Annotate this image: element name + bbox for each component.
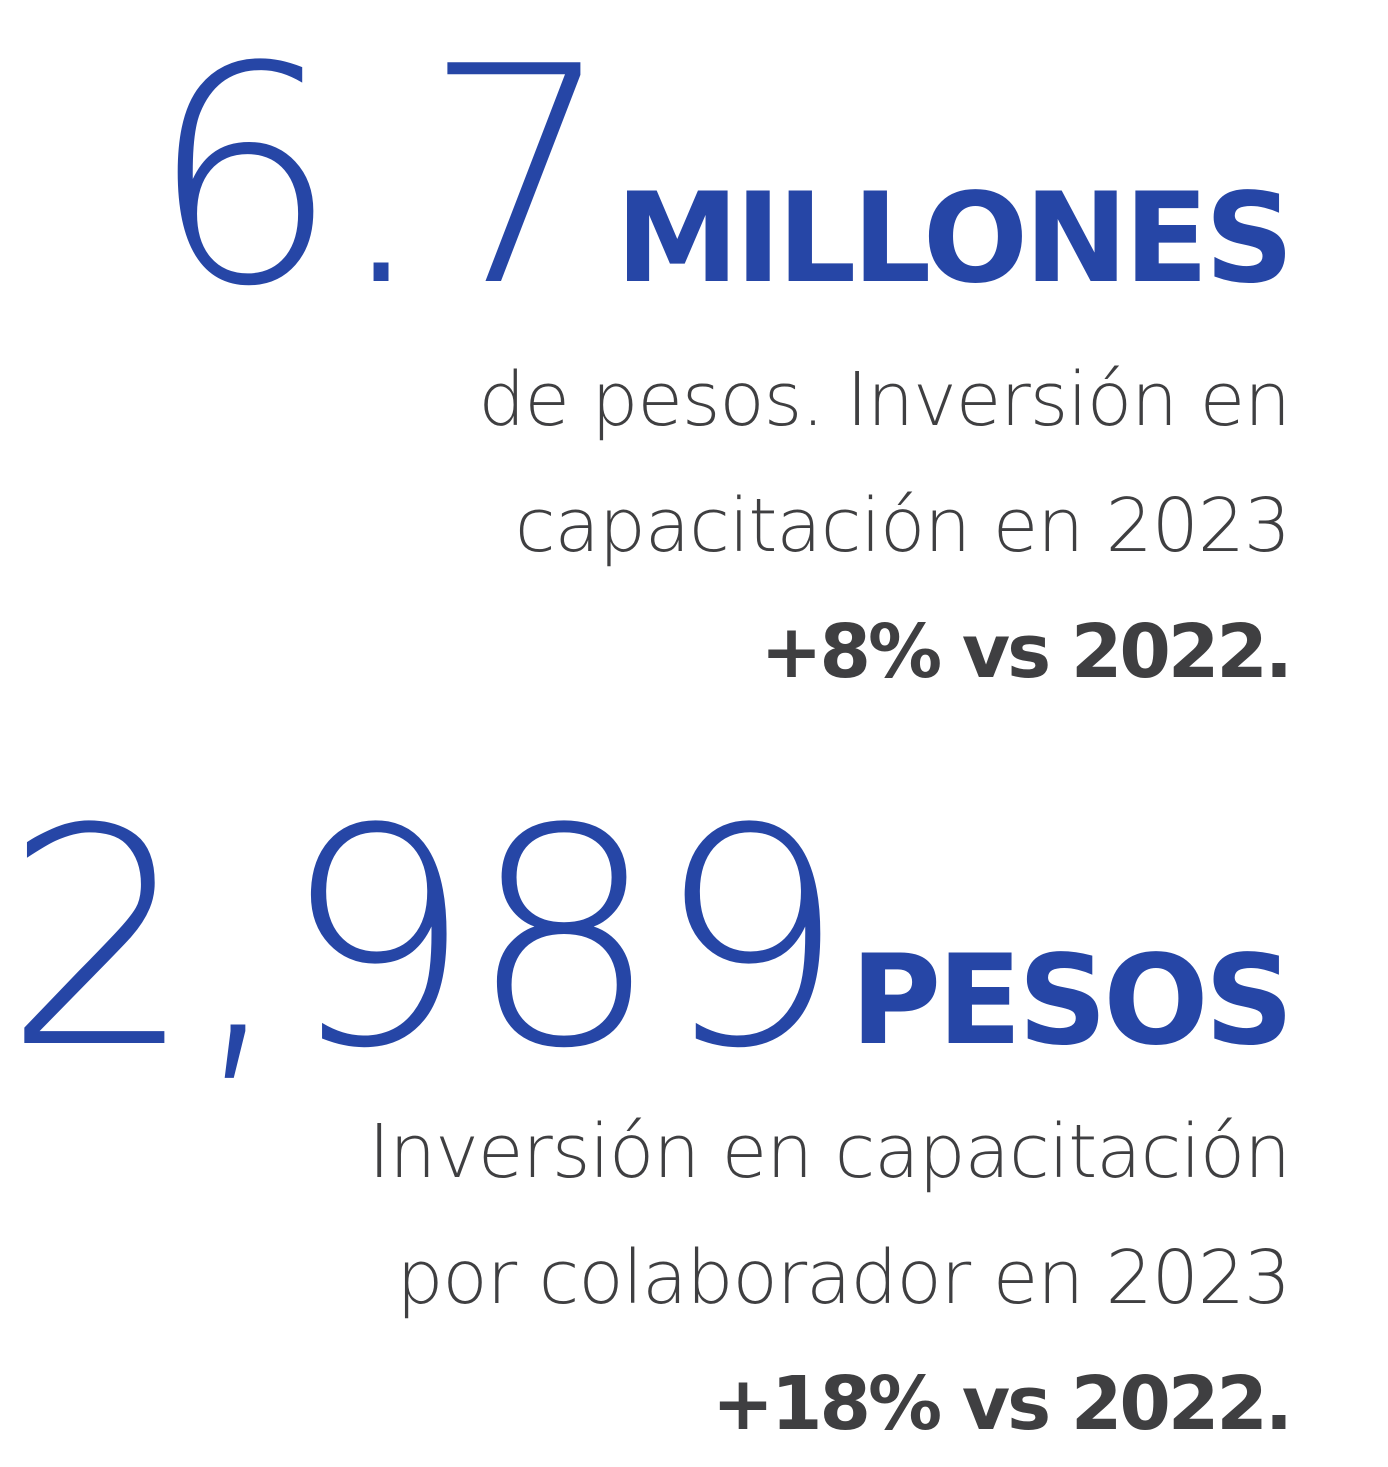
description-line: por colaborador en 2023 [396,1234,1291,1321]
stat-training-investment: 6.7MILLONES de pesos. Inversión en capac… [149,28,1294,715]
stat-value: 2,989 [3,765,847,1114]
description-line: capacitación en 2023 [514,482,1291,569]
stat-value: 6.7 [148,3,614,352]
stat-headline: 2,989PESOS [4,790,1294,1090]
stat-unit: PESOS [850,929,1294,1073]
stat-description: de pesos. Inversión en capacitación en 2… [149,338,1293,715]
description-line: de pesos. Inversión en [478,357,1291,443]
stat-description: Inversión en capacitación por colaborado… [4,1090,1293,1467]
year-over-year-change: +18% vs 2022. [711,1360,1293,1447]
description-line: Inversión en capacitación [368,1109,1291,1195]
year-over-year-change: +8% vs 2022. [760,608,1293,695]
stat-headline: 6.7MILLONES [149,28,1294,328]
stat-unit: MILLONES [615,167,1294,311]
stat-investment-per-employee: 2,989PESOS Inversión en capacitación por… [4,790,1294,1467]
